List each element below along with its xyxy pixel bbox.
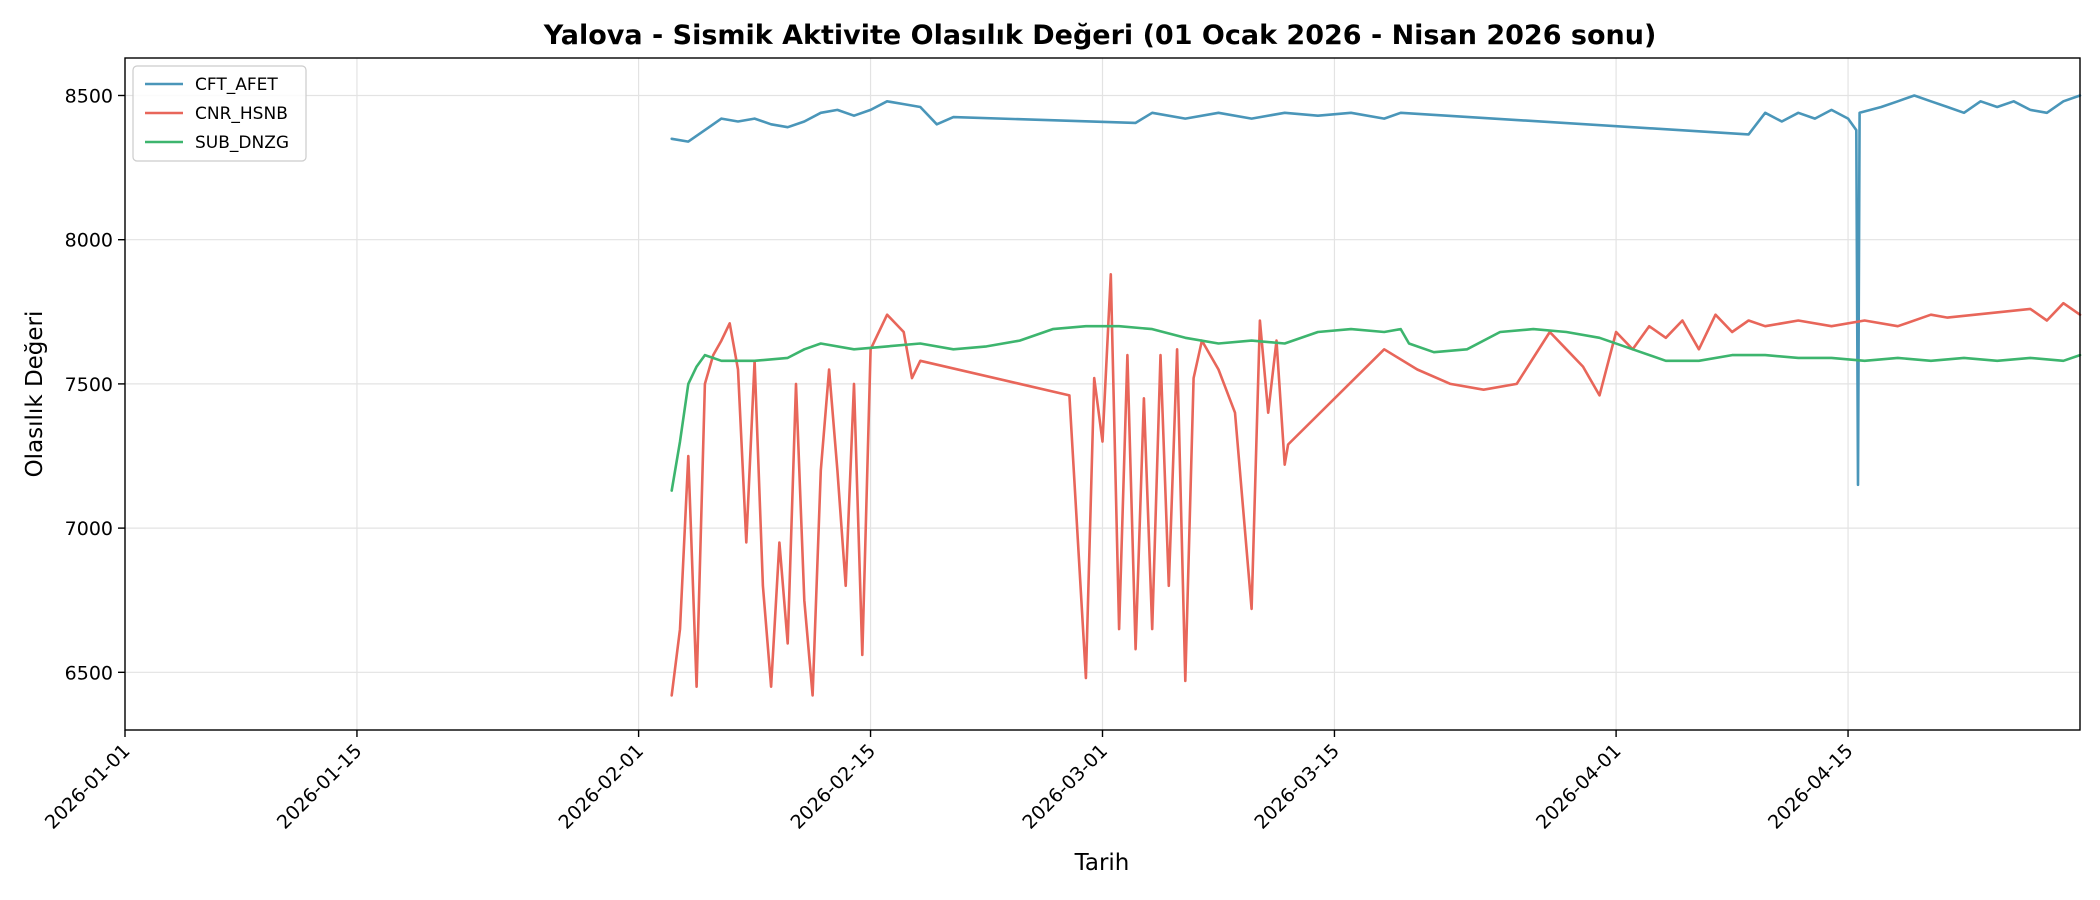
y-tick-label: 6500 (65, 662, 113, 684)
y-axis-label: Olasılık Değeri (22, 311, 48, 478)
y-tick-label: 8500 (65, 85, 113, 107)
x-tick-label: 2026-01-15 (273, 740, 367, 834)
y-tick-label: 7500 (65, 374, 113, 396)
x-tick-label: 2026-03-01 (1018, 740, 1112, 834)
x-tick-label: 2026-04-15 (1764, 740, 1858, 834)
series-line-sub-dnzg (670, 324, 2082, 492)
x-tick-label: 2026-03-15 (1250, 740, 1344, 834)
x-tick-label: 2026-02-15 (786, 740, 880, 834)
legend-label: CFT_AFET (195, 75, 278, 95)
x-tick-label: 2026-04-01 (1532, 740, 1626, 834)
grid (124, 58, 2080, 730)
y-tick-label: 7000 (65, 518, 113, 540)
chart-title: Yalova - Sismik Aktivite Olasılık Değeri… (543, 20, 1657, 51)
series-layer (670, 94, 2082, 697)
x-axis-label: Tarih (1074, 850, 1130, 876)
axis-ticks: 2026-01-01 2026-01-15 2026-02-01 2026-02-15… (41, 85, 1858, 833)
series-line-cft-afet (670, 94, 2082, 487)
legend-box (132, 65, 307, 162)
series-line-cnr-hsnb (670, 273, 2082, 697)
y-tick-label: 8000 (65, 230, 113, 252)
x-tick-label: 2026-02-01 (555, 740, 649, 834)
legend: CFT_AFET CNR_HSNB SUB_DNZG (132, 65, 307, 162)
legend-label: CNR_HSNB (195, 104, 288, 124)
x-tick-label: 2026-01-01 (41, 740, 135, 834)
legend-label: SUB_DNZG (195, 133, 289, 153)
